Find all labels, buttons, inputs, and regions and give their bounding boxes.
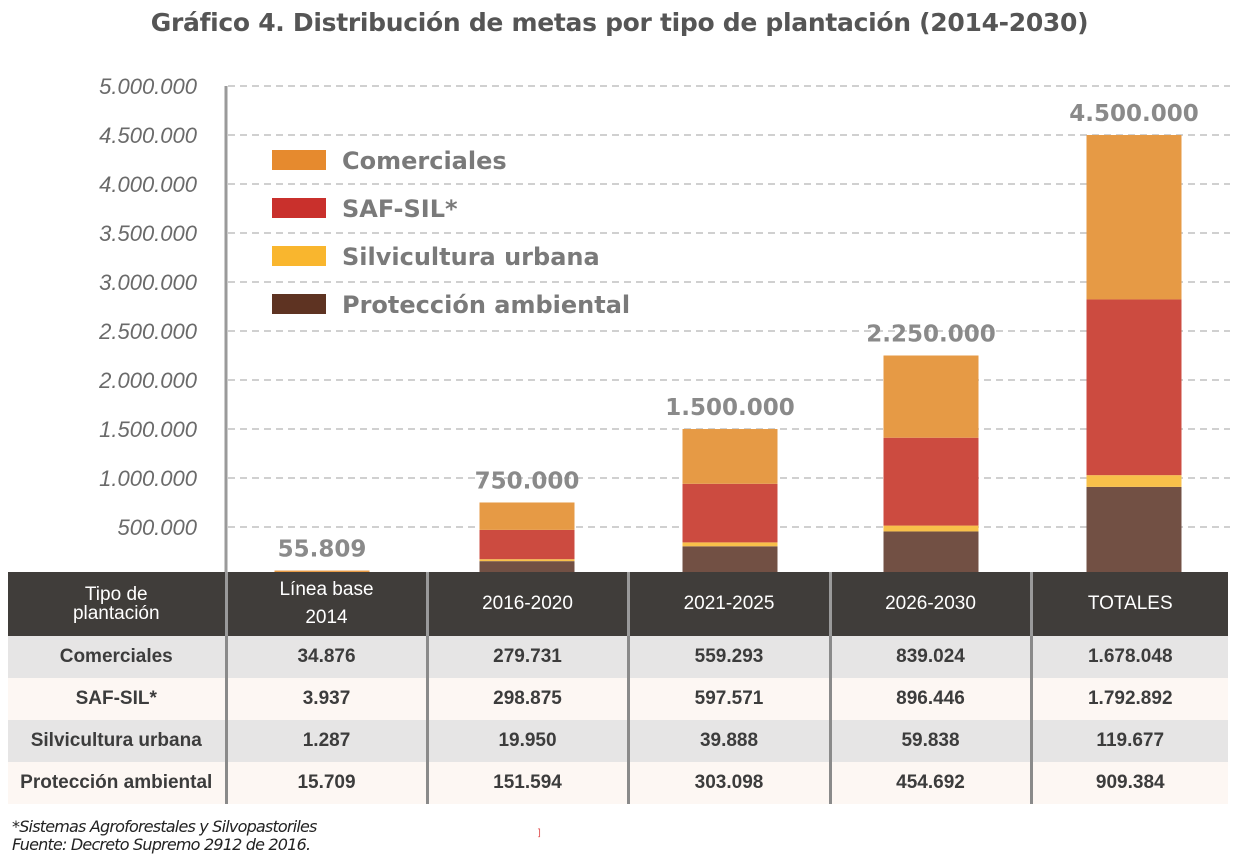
header-type: Tipo de plantación xyxy=(8,572,226,636)
y-tick-label: 4.500.000 xyxy=(99,123,198,148)
table-cell: 19.950 xyxy=(425,720,628,762)
bar-segment-0 xyxy=(1086,134,1182,300)
bar-segment-2 xyxy=(1086,475,1182,487)
bar-segment-3 xyxy=(479,561,575,572)
table-cell: 454.692 xyxy=(828,762,1031,804)
y-tick-label: 5.000.000 xyxy=(99,74,198,99)
bar-segment-0 xyxy=(682,429,778,484)
legend-label: Silvicultura urbana xyxy=(342,243,600,271)
table-cell: 34.876 xyxy=(224,636,427,678)
header-col: 2021-2025 xyxy=(626,572,830,636)
bar-segment-3 xyxy=(883,531,979,572)
bar-segment-0 xyxy=(274,570,370,572)
bar-segment-3 xyxy=(682,546,778,572)
table-cell: 1.792.892 xyxy=(1029,678,1228,720)
bar-segment-0 xyxy=(479,502,575,530)
bar-segment-2 xyxy=(883,525,979,532)
bar-segment-1 xyxy=(682,483,778,543)
chart-title: Gráfico 4. Distribución de metas por tip… xyxy=(150,8,1089,37)
y-tick-label: 1.000.000 xyxy=(99,466,198,491)
bar-segment-0 xyxy=(883,355,979,438)
y-tick-label: 2.500.000 xyxy=(98,319,198,344)
y-tick-label: 4.000.000 xyxy=(99,172,198,197)
table-cell: 298.875 xyxy=(425,678,628,720)
stray-mark: ] xyxy=(537,828,541,839)
y-tick-label: 3.000.000 xyxy=(99,270,198,295)
table-row: SAF-SIL* 3.937 298.875 597.571 896.446 1.792.… xyxy=(8,678,1228,720)
footnote-source: Fuente: Decreto Supremo 2912 de 2016. xyxy=(12,835,311,854)
legend-swatch xyxy=(272,150,326,170)
legend-label: SAF-SIL* xyxy=(342,195,458,223)
total-label: 55.809 xyxy=(278,537,367,563)
table-cell: 303.098 xyxy=(626,762,830,804)
row-label: Protección ambiental xyxy=(8,762,226,804)
table-cell: 279.731 xyxy=(425,636,628,678)
header-baseline: Línea base 2014 xyxy=(224,572,427,636)
row-label: Comerciales xyxy=(8,636,226,678)
header-col: TOTALES xyxy=(1029,572,1228,636)
table-cell: 15.709 xyxy=(224,762,427,804)
total-label: 750.000 xyxy=(475,468,580,494)
legend-swatch xyxy=(272,198,326,218)
row-label: Silvicultura urbana xyxy=(8,720,226,762)
table-cell: 1.287 xyxy=(224,720,427,762)
table-cell: 3.937 xyxy=(224,678,427,720)
legend-label: Protección ambiental xyxy=(342,291,630,319)
total-label: 4.500.000 xyxy=(1069,101,1199,127)
legend-label: Comerciales xyxy=(342,147,507,175)
row-label: SAF-SIL* xyxy=(8,678,226,720)
y-tick-label: 1.500.000 xyxy=(99,417,198,442)
table-row: Comerciales 34.876 279.731 559.293 839.024 1.… xyxy=(8,636,1228,678)
bar-segment-2 xyxy=(682,542,778,547)
table-cell: 1.678.048 xyxy=(1029,636,1228,678)
table-cell: 59.838 xyxy=(828,720,1031,762)
bar-segment-2 xyxy=(479,559,575,562)
bar-segment-1 xyxy=(479,529,575,560)
table-cell: 909.384 xyxy=(1029,762,1228,804)
table-cell: 559.293 xyxy=(626,636,830,678)
table-row: Protección ambiental 15.709 151.594 303.098… xyxy=(8,762,1228,804)
total-label: 1.500.000 xyxy=(665,395,795,421)
header-col: 2026-2030 xyxy=(828,572,1031,636)
table-cell: 597.571 xyxy=(626,678,830,720)
table-row: Silvicultura urbana 1.287 19.950 39.888 59.8… xyxy=(8,720,1228,762)
table-header-row: Tipo de plantación Línea base 2014 2016-… xyxy=(8,572,1228,636)
legend-swatch xyxy=(272,294,326,314)
bar-segment-3 xyxy=(1086,486,1182,572)
total-label: 2.250.000 xyxy=(866,322,996,348)
table-cell: 839.024 xyxy=(828,636,1031,678)
header-label: Tipo de plantación xyxy=(72,584,160,624)
table-cell: 119.677 xyxy=(1029,720,1228,762)
table-cell: 896.446 xyxy=(828,678,1031,720)
legend-swatch xyxy=(272,246,326,266)
footnote-acronym: *Sistemas Agroforestales y Silvopastoril… xyxy=(12,817,317,836)
header-label: Línea base 2014 xyxy=(279,579,374,628)
bar-segment-1 xyxy=(1086,299,1182,476)
y-tick-label: 2.000.000 xyxy=(98,368,198,393)
footnotes: *Sistemas Agroforestales y Silvopastoril… xyxy=(12,818,317,854)
bar-segment-1 xyxy=(883,437,979,526)
table-cell: 39.888 xyxy=(626,720,830,762)
y-tick-label: 3.500.000 xyxy=(99,221,198,246)
header-col: 2016-2020 xyxy=(425,572,628,636)
stacked-bar-chart: 500.000 1.000.000 1.500.000 2.000.000 2.500.… xyxy=(98,74,1230,572)
table-cell: 151.594 xyxy=(425,762,628,804)
data-table: Tipo de plantación Línea base 2014 2016-… xyxy=(8,572,1228,804)
y-tick-label: 500.000 xyxy=(117,515,197,540)
